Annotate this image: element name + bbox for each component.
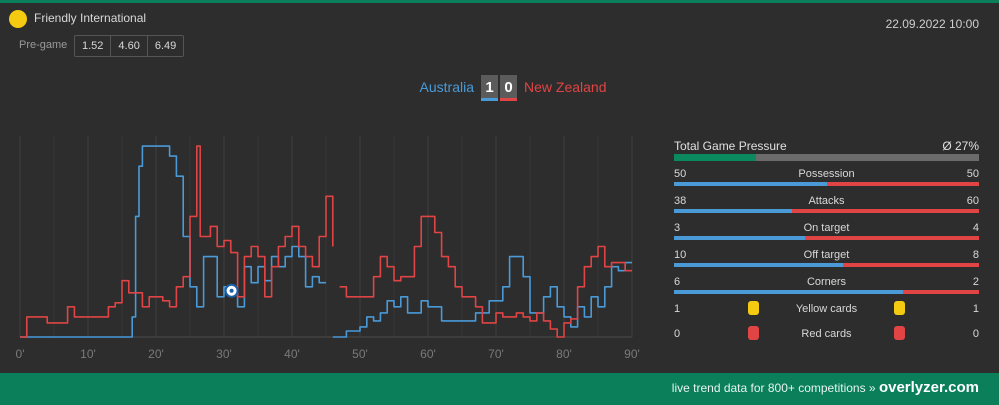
stat-bar [674,182,979,186]
scoreboard: Australia 1 0 New Zealand [0,74,999,104]
away-pressure-line [339,215,632,338]
stat-bar [674,209,979,213]
stat-home-value: 10 [674,249,687,261]
card-home-value: 1 [674,303,681,315]
stat-away-value: 50 [966,168,979,180]
card-rows: 1 Yellow cards 1 0 Red cards 0 [674,296,979,346]
card-away-value: 0 [972,328,979,340]
stat-label: Attacks [808,195,845,207]
card-away-value: 1 [972,303,979,315]
red-card-icon [748,326,759,340]
stat-row: 50 Possession 50 [674,161,979,188]
league-name: Friendly International [34,11,147,25]
match-datetime: 22.09.2022 10:00 [885,17,979,31]
chart-x-tick-label: 40' [284,347,300,361]
stat-bar-home-fill [674,263,844,267]
pressure-value: Ø 27% [942,139,979,153]
pregame-label: Pre-game [19,39,68,51]
chart-x-tick-label: 90' [624,347,640,361]
home-pressure-line [332,255,632,338]
card-label: Yellow cards [795,303,858,315]
brand-link[interactable]: overlyzer.com [878,379,979,396]
stat-home-value: 6 [674,276,681,288]
yellow-card-icon [894,301,905,315]
chart-x-tick-label: 10' [80,347,96,361]
chart-x-tick-label: 70' [488,347,504,361]
pressure-title: Total Game Pressure [674,139,787,153]
stat-away-value: 2 [972,276,979,288]
home-score: 1 [481,75,498,101]
goal-ball-icon-center [229,288,234,293]
stat-label: Possession [798,168,855,180]
home-pressure-line [20,145,326,338]
stat-bar-home-fill [674,209,793,213]
stat-label: Off target [803,249,850,261]
pregame-odds: 1.52 4.60 6.49 [74,35,185,57]
pressure-bar [674,154,979,161]
bottom-accent-bar [0,402,999,405]
stat-bar-home-fill [674,182,827,186]
stat-bar [674,290,979,294]
stat-home-value: 3 [674,222,681,234]
card-label: Red cards [801,328,852,340]
league-flag-icon [9,10,27,28]
card-home-value: 0 [674,328,681,340]
stat-away-value: 60 [966,195,979,207]
chart-x-tick-label: 0' [16,347,25,361]
stat-row: 38 Attacks 60 [674,188,979,215]
stat-home-value: 38 [674,195,687,207]
stat-bar-home-fill [674,290,903,294]
chart-x-tick-label: 20' [148,347,164,361]
stat-row: 10 Off target 8 [674,242,979,269]
chart-x-tick-label: 30' [216,347,232,361]
odd-home[interactable]: 1.52 [75,36,112,56]
stat-home-value: 50 [674,168,687,180]
chart-x-tick-label: 60' [420,347,436,361]
stat-away-value: 4 [972,222,979,234]
odd-away[interactable]: 6.49 [154,40,177,52]
home-team-name: Australia [419,79,474,95]
stat-label: On target [803,222,850,234]
card-row: 0 Red cards 0 [674,321,979,346]
card-row: 1 Yellow cards 1 [674,296,979,321]
stat-rows: 50 Possession 50 38 Attacks 60 3 On target 4 10 Of… [674,161,979,296]
footer-promo[interactable]: live trend data for 800+ competitions » … [672,379,979,396]
top-accent-bar [0,0,999,3]
stat-label: Corners [806,276,847,288]
stat-bar [674,236,979,240]
pressure-bar-fill [674,154,757,161]
away-team-name: New Zealand [524,79,607,95]
chart-x-tick-label: 80' [556,347,572,361]
footer-text: live trend data for 800+ competitions » [671,381,876,395]
stats-panel: Total Game Pressure Ø 27% 50 Possession 50… [674,138,979,346]
stat-bar [674,263,979,267]
away-pressure-line [20,145,334,338]
yellow-card-icon [748,301,759,315]
pressure-chart-svg: 0' 10' 20' 30' 40' 50' 60' 70' 80' 90' [16,136,640,361]
chart-x-tick-label: 50' [352,347,368,361]
stat-row: 6 Corners 2 [674,269,979,296]
stat-away-value: 8 [972,249,979,261]
red-card-icon [894,326,905,340]
stat-row: 3 On target 4 [674,215,979,242]
pressure-chart: 0' 10' 20' 30' 40' 50' 60' 70' 80' 90' [0,130,650,365]
odd-draw[interactable]: 4.60 [111,36,148,56]
footer[interactable]: live trend data for 800+ competitions » … [0,373,999,402]
stat-bar-home-fill [674,236,805,240]
away-score: 0 [500,75,517,101]
pressure-header: Total Game Pressure Ø 27% [674,138,979,154]
